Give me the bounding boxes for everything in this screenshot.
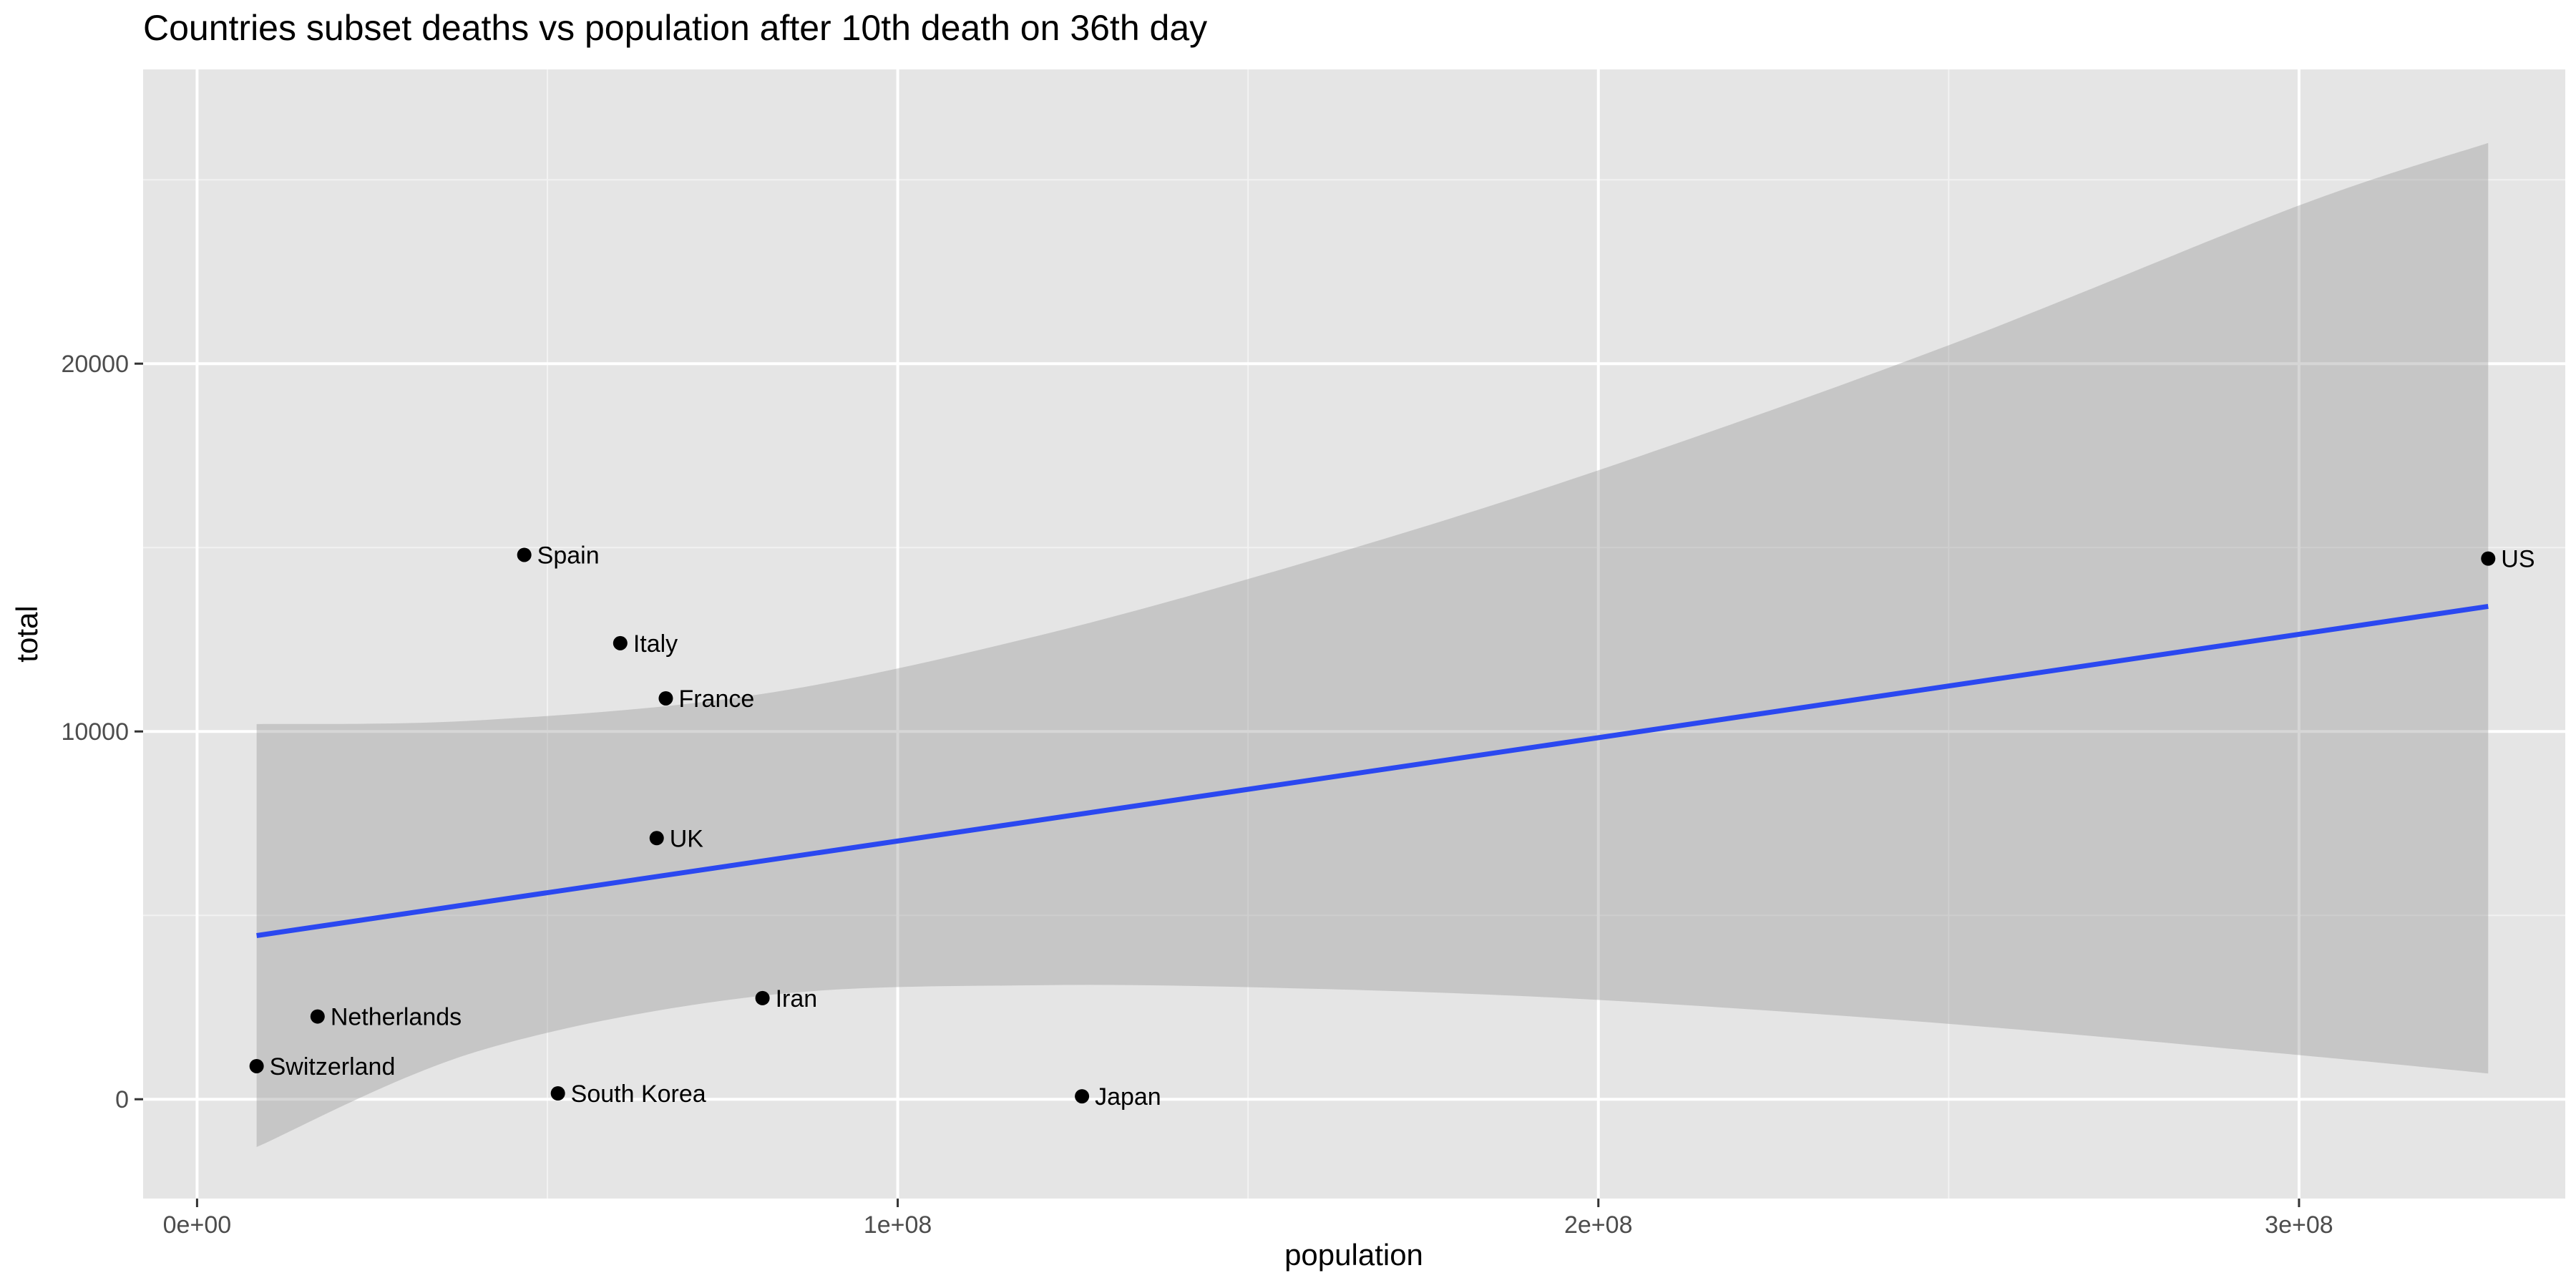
point-label: France [678,686,754,713]
data-point [310,1009,325,1024]
data-point [550,1085,565,1101]
point-label: UK [670,825,704,852]
data-point [517,547,532,562]
x-axis-title: population [1284,1238,1423,1272]
point-label: Spain [537,542,600,569]
y-tick-label: 20000 [61,351,129,378]
regression-line [256,603,2489,938]
point-label: Switzerland [270,1053,396,1080]
major-gridlines [143,69,2565,1199]
point-label: US [2501,546,2534,573]
point-label: Netherlands [331,1004,462,1031]
data-point [249,1058,264,1073]
data-point [2481,551,2496,566]
y-tick-label: 0 [115,1086,129,1113]
x-tick-label: 2e+08 [1564,1211,1633,1239]
point-label: Italy [633,630,678,658]
y-axis-title: total [10,605,44,662]
chart-title: Countries subset deaths vs population af… [143,8,1208,48]
point-label: Japan [1095,1083,1161,1111]
x-axis-ticks: 0e+00 1e+08 2e+08 3e+08 [163,1199,2333,1239]
point-label: Iran [776,985,818,1013]
data-point [658,691,673,706]
point-label: South Korea [571,1080,706,1108]
y-tick-label: 10000 [61,718,129,746]
data-point [613,635,628,650]
data-point [649,831,664,846]
x-tick-label: 0e+00 [163,1211,232,1239]
data-point [755,990,770,1005]
confidence-band [256,142,2489,1148]
y-axis-ticks: 0 10000 20000 [61,351,143,1113]
data-point [1075,1089,1090,1104]
data-points: Spain Italy France UK Iran Netherlands Switzer… [249,542,2535,1111]
minor-gridlines [143,69,2565,1199]
x-tick-label: 3e+08 [2265,1211,2333,1239]
x-tick-label: 1e+08 [864,1211,932,1239]
